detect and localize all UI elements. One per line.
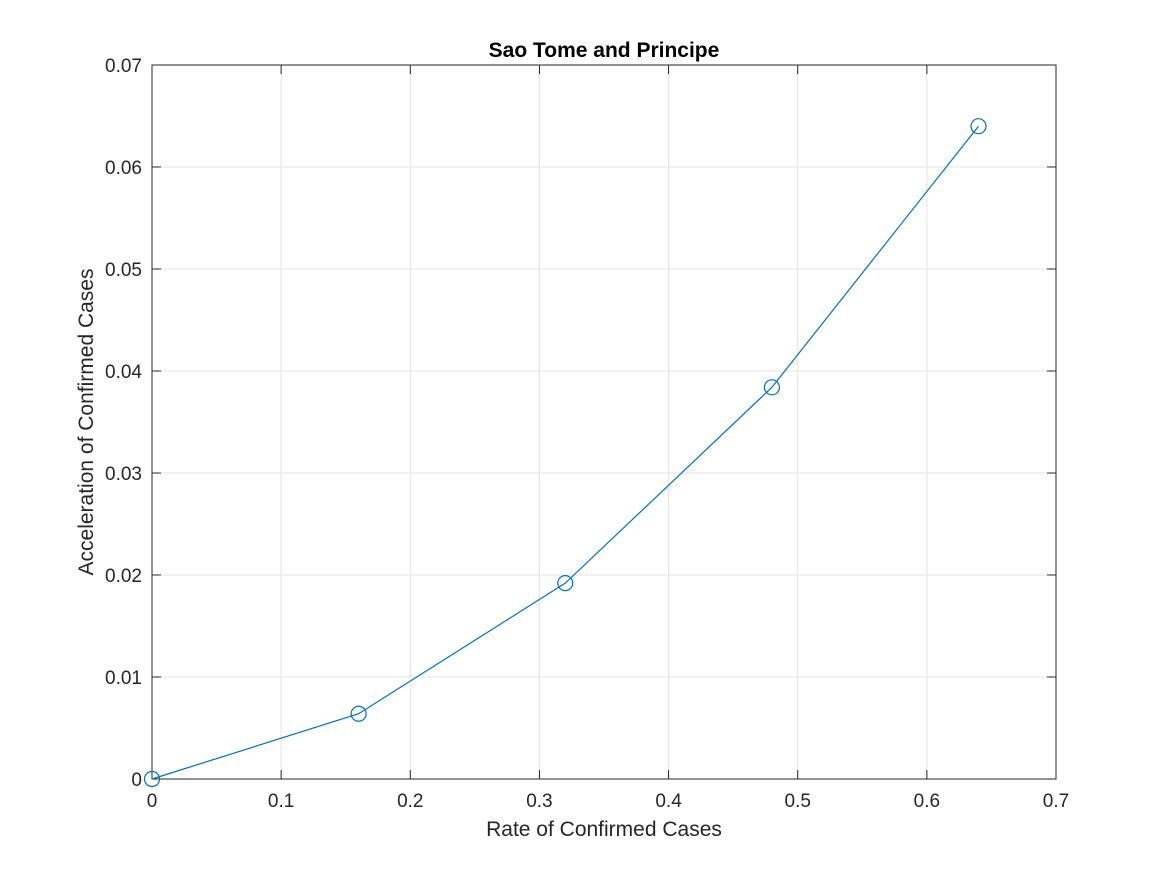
x-tick-label: 0	[147, 791, 158, 812]
y-ticks: 0 0.01 0.02 0.03 0.04 0.05 0.06 0.07	[105, 56, 1056, 791]
y-tick-label: 0.01	[105, 668, 142, 689]
y-tick-label: 0.06	[105, 158, 142, 179]
plot-area: 0 0.1 0.2 0.3 0.4 0.5 0.6 0.7 0 0.01 0.02 0.03 0.04…	[105, 56, 1069, 812]
x-ticks: 0 0.1 0.2 0.3 0.4 0.5 0.6 0.7	[147, 65, 1069, 812]
x-tick-label: 0.1	[268, 791, 294, 812]
axes-border	[151, 64, 1057, 780]
series-line	[151, 125, 979, 780]
x-axis-label: Rate of Confirmed Cases	[486, 818, 722, 841]
axes-box	[152, 65, 1056, 779]
y-tick-label: 0	[131, 770, 142, 791]
y-axis-label: Acceleration of Confirmed Cases	[75, 269, 98, 576]
y-tick-label: 0.02	[105, 566, 142, 587]
y-tick-label: 0.05	[105, 260, 142, 281]
x-tick-label: 0.7	[1043, 791, 1069, 812]
x-tick-label: 0.3	[526, 791, 552, 812]
chart-title: Sao Tome and Principe	[489, 39, 720, 62]
data-point-marker	[763, 379, 780, 396]
series-layer	[143, 118, 987, 788]
y-tick-label: 0.07	[105, 56, 142, 77]
y-tick-label: 0.04	[105, 362, 142, 383]
x-tick-label: 0.6	[914, 791, 940, 812]
data-point-marker	[970, 118, 987, 135]
axes-frame	[151, 64, 1057, 780]
x-tick-label: 0.4	[655, 791, 682, 812]
y-tick-label: 0.03	[105, 464, 142, 485]
data-point-marker	[350, 705, 367, 722]
x-tick-label: 0.2	[397, 791, 423, 812]
data-point-marker	[143, 770, 161, 788]
x-tick-label: 0.5	[785, 791, 811, 812]
data-point-marker	[557, 575, 574, 592]
